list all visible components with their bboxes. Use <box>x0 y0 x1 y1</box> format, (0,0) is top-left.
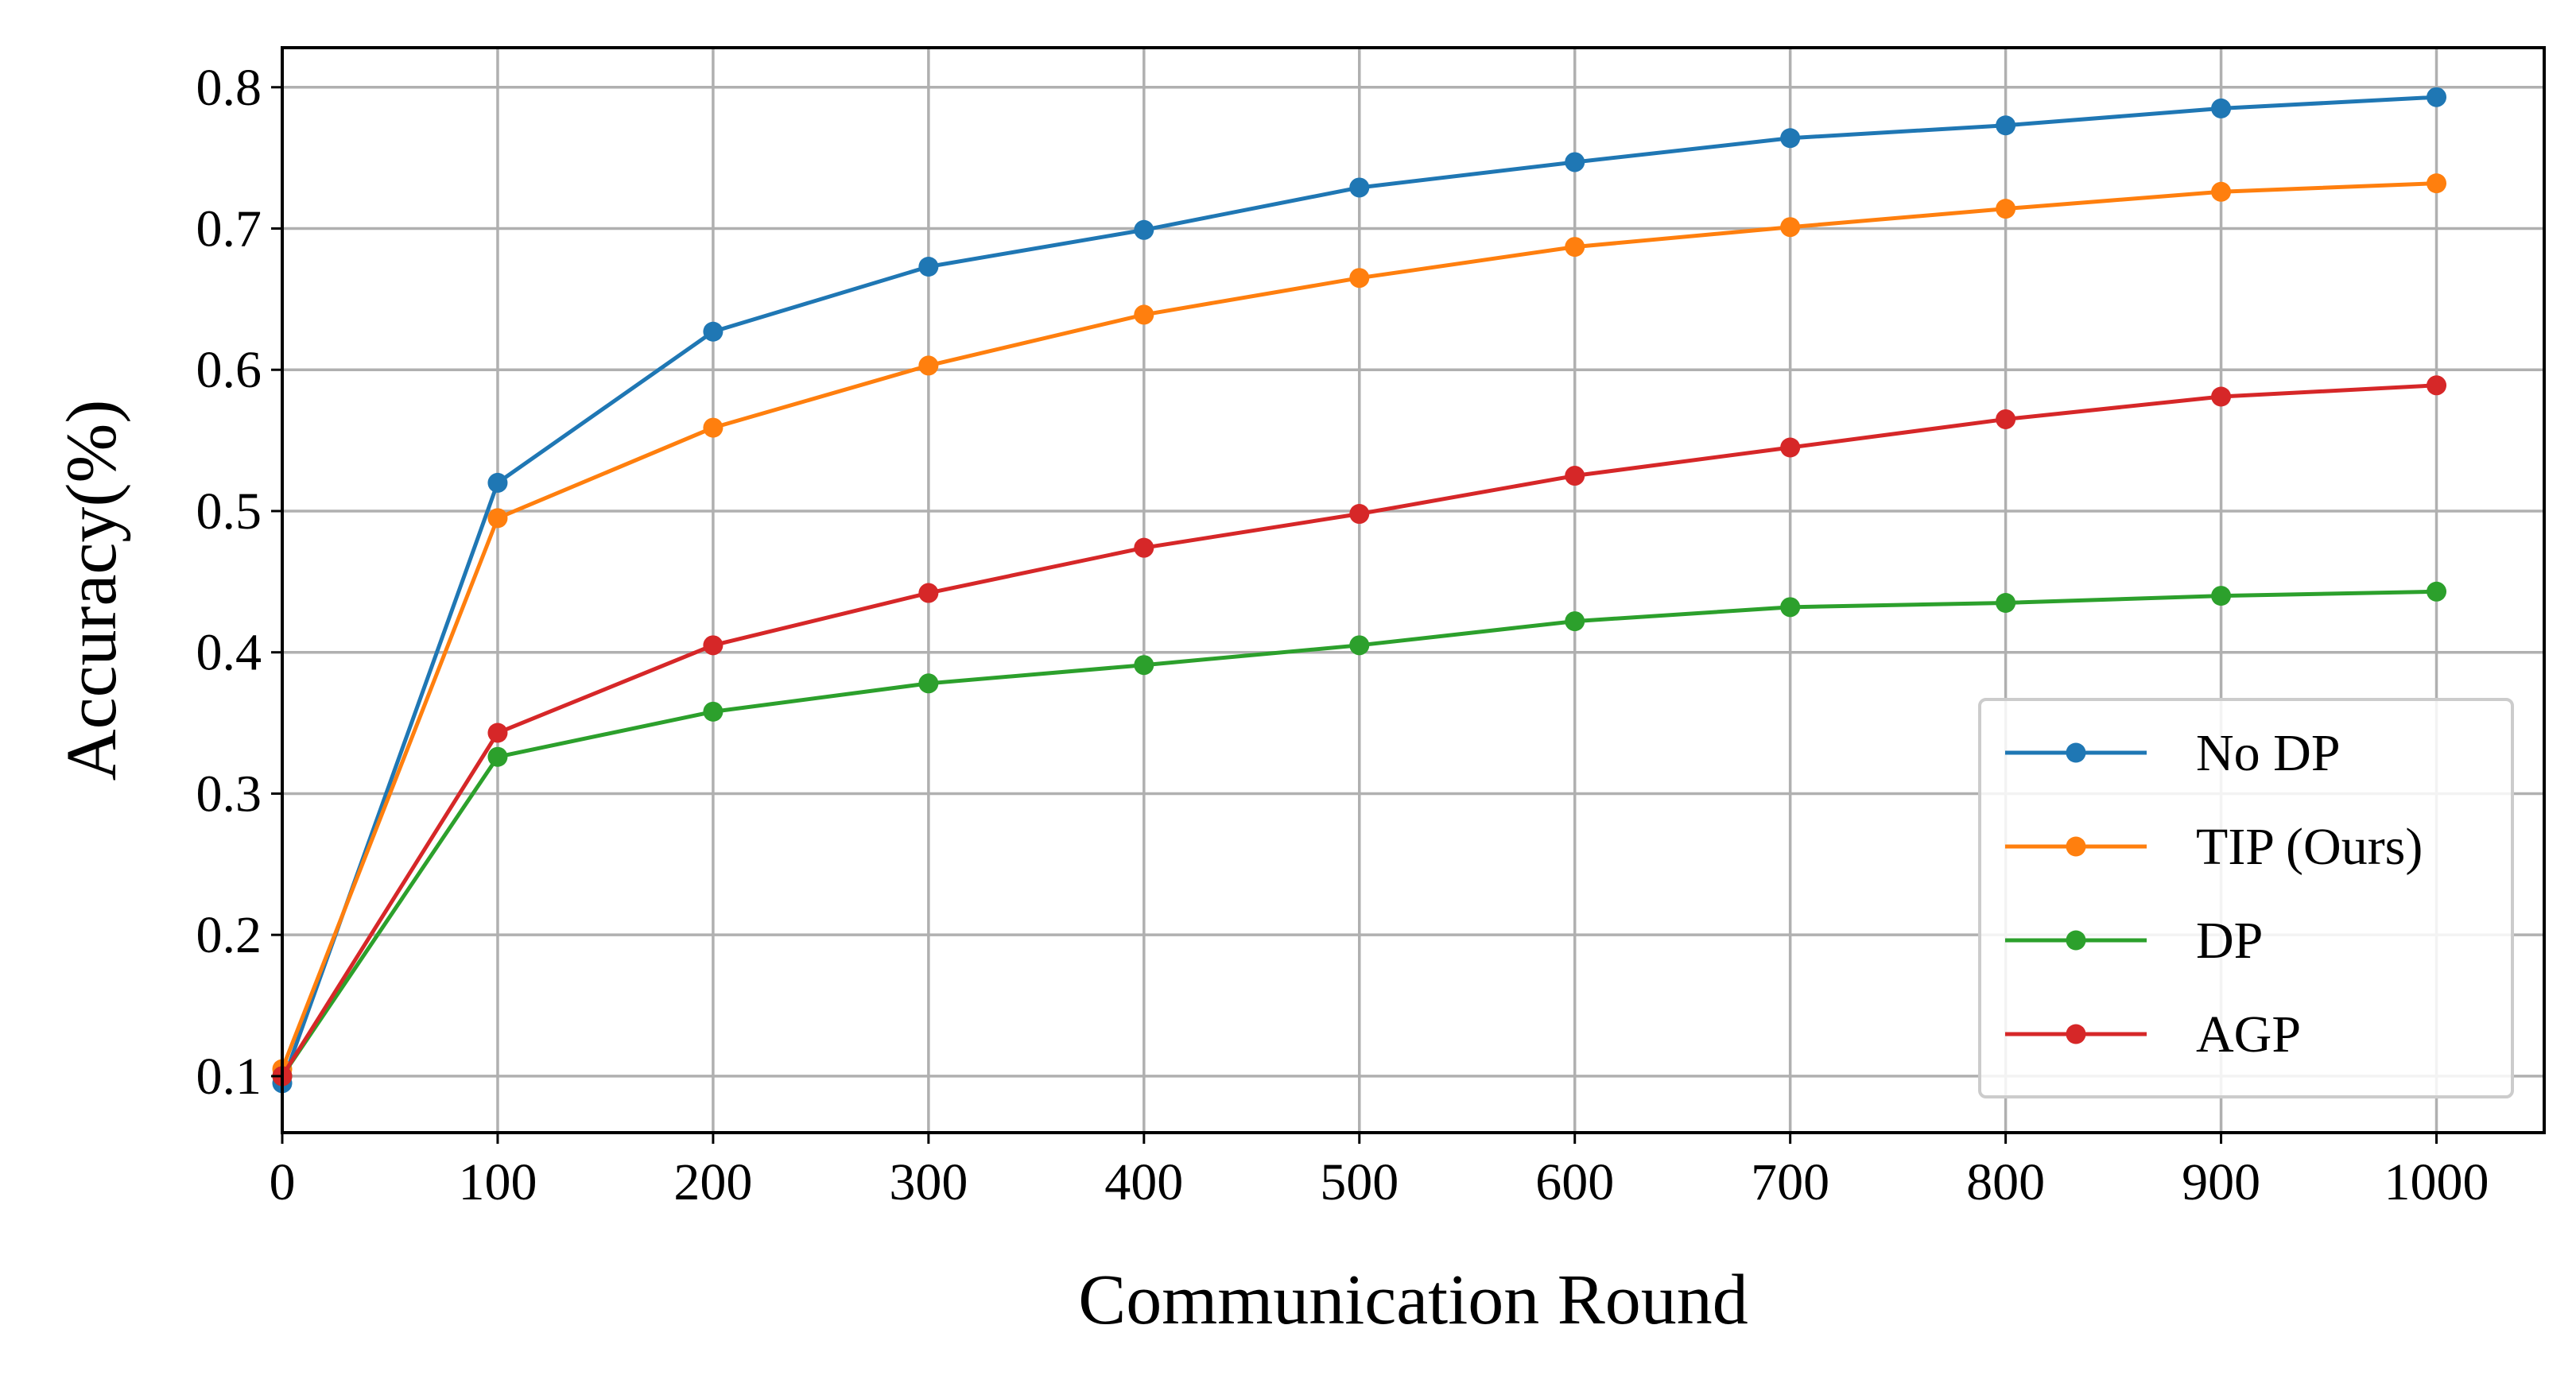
data-point <box>1349 504 1370 525</box>
data-point <box>1565 466 1585 486</box>
x-axis-title: Communication Round <box>1078 1261 1748 1339</box>
x-tick-label: 500 <box>1320 1153 1399 1211</box>
legend-label: DP <box>2196 912 2263 970</box>
y-tick-label: 0.3 <box>196 765 262 823</box>
plot-frame <box>281 46 2546 1134</box>
data-point <box>487 723 508 743</box>
series-agp <box>272 375 2447 1087</box>
data-point <box>1996 409 2016 429</box>
data-point <box>918 355 939 376</box>
legend-entry: AGP <box>2005 1005 2301 1063</box>
data-point <box>1780 597 1801 618</box>
legend-label: AGP <box>2196 1005 2301 1063</box>
data-point <box>1134 219 1154 240</box>
legend-entry: DP <box>2005 912 2263 970</box>
y-tick-label: 0.4 <box>196 624 262 682</box>
data-point <box>1780 217 1801 238</box>
data-point <box>2211 181 2232 202</box>
data-point <box>703 701 724 722</box>
data-point <box>1134 537 1154 558</box>
series-layer <box>272 87 2447 1094</box>
x-tick-label: 800 <box>1966 1153 2045 1211</box>
legend-marker <box>2066 742 2086 763</box>
x-tick-label: 100 <box>458 1153 537 1211</box>
data-point <box>2427 173 2447 194</box>
data-point <box>2427 87 2447 107</box>
legend-entry: TIP (Ours) <box>2005 818 2423 876</box>
data-point <box>487 508 508 529</box>
data-point <box>1565 237 1585 258</box>
legend-marker <box>2066 1024 2086 1044</box>
legend-label: No DP <box>2196 724 2341 782</box>
data-point <box>2211 98 2232 118</box>
data-point <box>1565 611 1585 632</box>
data-point <box>2211 586 2232 606</box>
x-tick-label: 200 <box>673 1153 752 1211</box>
x-tick-label: 700 <box>1751 1153 1829 1211</box>
data-point <box>703 635 724 656</box>
x-tick-label: 900 <box>2182 1153 2260 1211</box>
y-tick-label: 0.6 <box>196 341 262 399</box>
y-tick-label: 0.7 <box>196 200 262 258</box>
y-tick-label: 0.5 <box>196 482 262 540</box>
data-point <box>703 417 724 438</box>
legend-entry: No DP <box>2005 724 2341 782</box>
data-point <box>1996 115 2016 136</box>
data-point <box>1780 437 1801 458</box>
data-point <box>1996 592 2016 613</box>
data-point <box>1780 128 1801 149</box>
data-point <box>918 256 939 277</box>
data-point <box>1349 268 1370 289</box>
legend-marker <box>2066 836 2086 857</box>
data-point <box>487 746 508 767</box>
legend-label: TIP (Ours) <box>2196 818 2423 876</box>
data-point <box>2427 581 2447 602</box>
y-axis-title: Accuracy(%) <box>52 400 131 781</box>
data-point <box>1565 152 1585 172</box>
tick-layer: 0 100 200 300 400 500 600 700 800 900 1000 0.1 0.2 0.… <box>196 59 2489 1211</box>
data-point <box>1134 655 1154 676</box>
series-no-dp <box>272 87 2447 1094</box>
data-point <box>1134 304 1154 325</box>
data-point <box>918 583 939 603</box>
data-point <box>918 673 939 694</box>
x-tick-label: 0 <box>270 1153 296 1211</box>
legend-marker <box>2066 930 2086 951</box>
data-point <box>1349 177 1370 198</box>
legend-box <box>1978 698 2514 1098</box>
data-point <box>1996 199 2016 219</box>
data-point <box>487 472 508 493</box>
y-tick-label: 0.8 <box>196 59 262 117</box>
y-tick-label: 0.2 <box>196 906 262 964</box>
data-point <box>2427 375 2447 396</box>
x-tick-label: 300 <box>889 1153 968 1211</box>
y-tick-label: 0.1 <box>196 1048 262 1106</box>
data-point <box>2211 386 2232 407</box>
legend: No DP TIP (Ours) DP AGP <box>1978 698 2514 1098</box>
data-point <box>703 321 724 342</box>
data-point <box>1349 635 1370 656</box>
x-tick-label: 400 <box>1104 1153 1183 1211</box>
x-tick-label: 600 <box>1535 1153 1614 1211</box>
x-tick-label: 1000 <box>2384 1153 2489 1211</box>
